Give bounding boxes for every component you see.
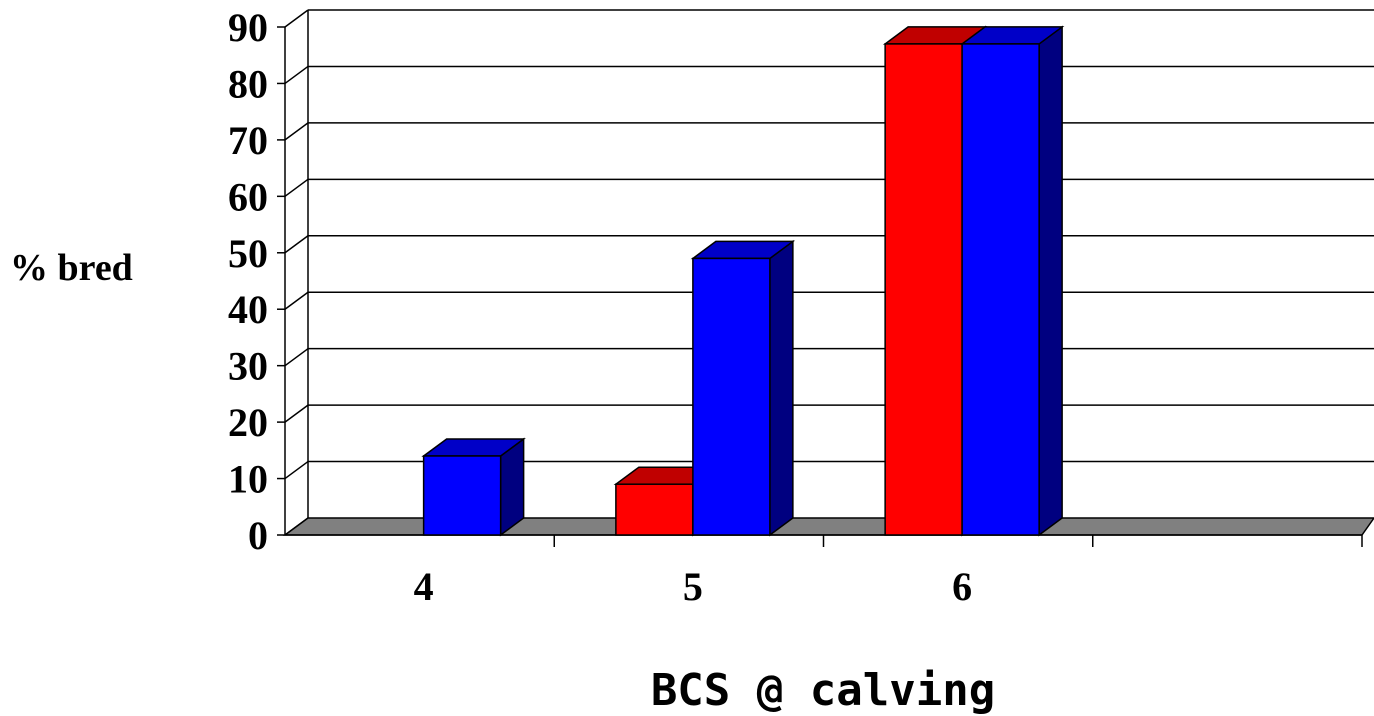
y-tick-label: 80	[228, 61, 268, 106]
bar	[422, 455, 502, 536]
x-tick-label: 4	[414, 564, 434, 609]
x-tick-label: 5	[683, 564, 703, 609]
y-tick-label: 50	[228, 231, 268, 276]
side-wall-line	[284, 460, 309, 480]
side-wall-line	[284, 404, 309, 423]
bar-side	[1038, 25, 1063, 537]
side-wall-line	[284, 9, 309, 28]
x-tick-label: 6	[952, 564, 972, 609]
y-tick-label: 70	[228, 118, 268, 163]
x-axis-label: BCS @ calving	[651, 665, 995, 716]
bar	[961, 43, 1040, 536]
side-wall-line	[284, 178, 309, 197]
side-wall-line	[284, 291, 309, 310]
bars	[421, 25, 1065, 537]
y-tick-label: 90	[228, 5, 268, 50]
bar	[884, 43, 963, 536]
bar	[615, 483, 694, 536]
tick-labels: 0 10 20 30 40 50 60 70 80 90 4 5 6	[228, 5, 972, 609]
y-tick-label: 0	[248, 513, 268, 558]
bar-side	[769, 239, 794, 537]
side-wall-line	[284, 235, 309, 254]
y-tick-label: 60	[228, 174, 268, 219]
side-wall-line	[284, 122, 309, 141]
y-tick-label: 10	[228, 457, 268, 502]
y-tick-label: 40	[228, 287, 268, 332]
bar	[692, 257, 771, 536]
side-wall-line	[284, 65, 309, 85]
y-tick-label: 20	[228, 400, 268, 445]
grid-lines	[284, 9, 1374, 536]
y-tick-label: 30	[228, 344, 268, 389]
y-axis-label: % bred	[10, 247, 133, 289]
side-wall-line	[284, 348, 309, 367]
